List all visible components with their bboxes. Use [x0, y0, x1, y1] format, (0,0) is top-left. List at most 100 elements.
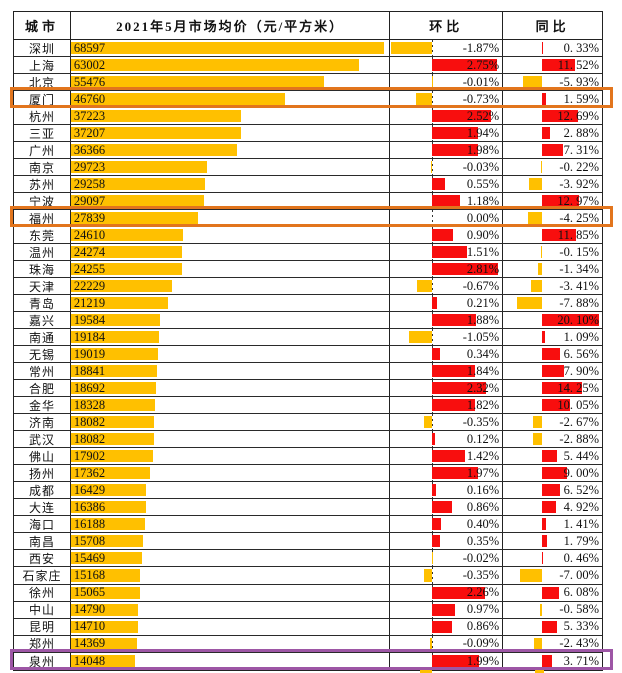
city-cell: 东莞: [14, 227, 71, 244]
table-row: 徐州 15065 2.26% 6. 08%: [14, 584, 602, 602]
mom-cell: -0.35%: [390, 567, 504, 584]
yoy-cell: 0. 33%: [503, 40, 602, 56]
mom-label: 2.26%: [466, 585, 500, 599]
mom-label: 1.98%: [466, 142, 500, 157]
city-cell: 石家庄: [14, 567, 71, 584]
price-cell: 29097: [70, 193, 391, 210]
mom-cell: -0.73%: [390, 91, 504, 108]
city-label: 南昌: [28, 534, 55, 549]
city-cell: 徐州: [14, 584, 71, 601]
mom-bar: [431, 654, 479, 668]
price-label: 46760: [73, 91, 106, 106]
yoy-bar: [537, 263, 542, 276]
price-cell: 24255: [70, 261, 391, 278]
yoy-cell: -1. 34%: [503, 261, 602, 277]
city-cell: 青岛: [14, 295, 71, 312]
yoy-bar: [528, 212, 542, 225]
table-row: 石家庄 15168 -0.35% -7. 00%: [14, 567, 602, 585]
mom-label: -0.35%: [462, 414, 500, 429]
city-label: 苏州: [28, 177, 55, 192]
price-label: 27839: [73, 210, 106, 225]
price-bar: [70, 280, 173, 293]
price-cell: 14710: [70, 618, 391, 635]
mom-label: 0.34%: [466, 346, 500, 361]
city-cell: 济南: [14, 414, 71, 431]
city-label: 泉州: [28, 654, 55, 669]
mom-cell: 1.94%: [390, 125, 504, 142]
mom-zero-axis: [431, 550, 433, 567]
table-row: 成都 16429 0.16% 6. 52%: [14, 482, 602, 500]
city-label: 深圳: [28, 41, 55, 56]
price-bar: [70, 59, 359, 72]
mom-label: 1.99%: [466, 653, 500, 668]
price-label: 19584: [73, 312, 106, 327]
mom-label: 0.12%: [466, 431, 500, 446]
yoy-bar: [541, 535, 547, 548]
price-bar: [70, 433, 154, 446]
mom-label: 0.00%: [466, 210, 500, 225]
yoy-label: -3. 92%: [559, 176, 599, 191]
city-label: 合肥: [28, 381, 55, 396]
price-label: 18082: [73, 414, 106, 429]
yoy-label: 1. 41%: [563, 516, 599, 531]
price-bar: [70, 348, 158, 361]
yoy-label: 11. 52%: [557, 57, 599, 72]
mom-bar: [431, 535, 441, 548]
city-label: 徐州: [28, 586, 55, 601]
price-bar: [70, 263, 182, 276]
city-cell: 广州: [14, 142, 71, 159]
mom-bar: [408, 331, 432, 344]
table-header-row: 城市 2021年5月市场均价（元/平方米） 环比 同比: [14, 12, 602, 40]
city-label: 广州: [28, 143, 55, 158]
mom-label: 0.90%: [466, 227, 500, 242]
table-row: 武汉 18082 0.12% -2. 88%: [14, 431, 602, 449]
mom-cell: -1.05%: [390, 329, 504, 346]
table-row: 福州 27839 0.00% -4. 25%: [14, 210, 602, 228]
mom-cell: 0.90%: [390, 227, 504, 244]
yoy-cell: 7. 31%: [503, 142, 602, 158]
yoy-label: -7. 00%: [559, 567, 599, 582]
price-cell: 14048: [70, 652, 391, 670]
mom-cell: -0.02%: [390, 550, 504, 567]
yoy-label: 1. 79%: [563, 533, 599, 548]
price-cell: 17362: [70, 465, 391, 482]
yoy-label: 12. 97%: [557, 193, 599, 208]
price-cell: 24274: [70, 244, 391, 261]
city-cell: 温州: [14, 244, 71, 261]
table-row: 济南 18082 -0.35% -2. 67%: [14, 414, 602, 432]
mom-bar: [431, 586, 486, 599]
yoy-cell: 1. 79%: [503, 533, 602, 549]
mom-zero-axis: [431, 91, 433, 108]
yoy-label: -0. 15%: [559, 244, 599, 259]
mom-bar: [431, 365, 476, 378]
city-label: 郑州: [28, 637, 55, 652]
city-label: 昆明: [28, 620, 55, 635]
price-cell: 15065: [70, 584, 391, 601]
yoy-bar: [529, 178, 542, 191]
city-cell: 大连: [14, 499, 71, 516]
yoy-label: 4. 92%: [563, 499, 599, 514]
price-cell: 29723: [70, 159, 391, 176]
table-row: 佛山 17902 1.42% 5. 44%: [14, 448, 602, 466]
mom-bar: [431, 399, 475, 412]
price-bar: [70, 484, 146, 497]
mom-label: -0.67%: [462, 278, 500, 293]
mom-label: 0.16%: [466, 482, 500, 497]
price-label: 55476: [73, 74, 106, 89]
yoy-cell: -2. 88%: [503, 431, 602, 447]
yoy-label: -3. 41%: [559, 278, 599, 293]
mom-label: 1.97%: [466, 465, 500, 480]
mom-bar: [424, 416, 432, 429]
yoy-bar: [541, 144, 563, 157]
price-bar: [70, 416, 154, 429]
city-cell: 嘉兴: [14, 312, 71, 329]
price-bar: [70, 365, 157, 378]
price-cell: 36366: [70, 142, 391, 159]
mom-cell: 0.34%: [390, 346, 504, 363]
city-cell: 昆明: [14, 618, 71, 635]
mom-cell: -0.67%: [390, 278, 504, 295]
table-row: 苏州 29258 0.55% -3. 92%: [14, 176, 602, 194]
mom-bar: [431, 348, 440, 361]
table-row: 厦门 46760 -0.73% 1. 59%: [14, 91, 602, 109]
mom-cell: -0.09%: [390, 635, 504, 652]
